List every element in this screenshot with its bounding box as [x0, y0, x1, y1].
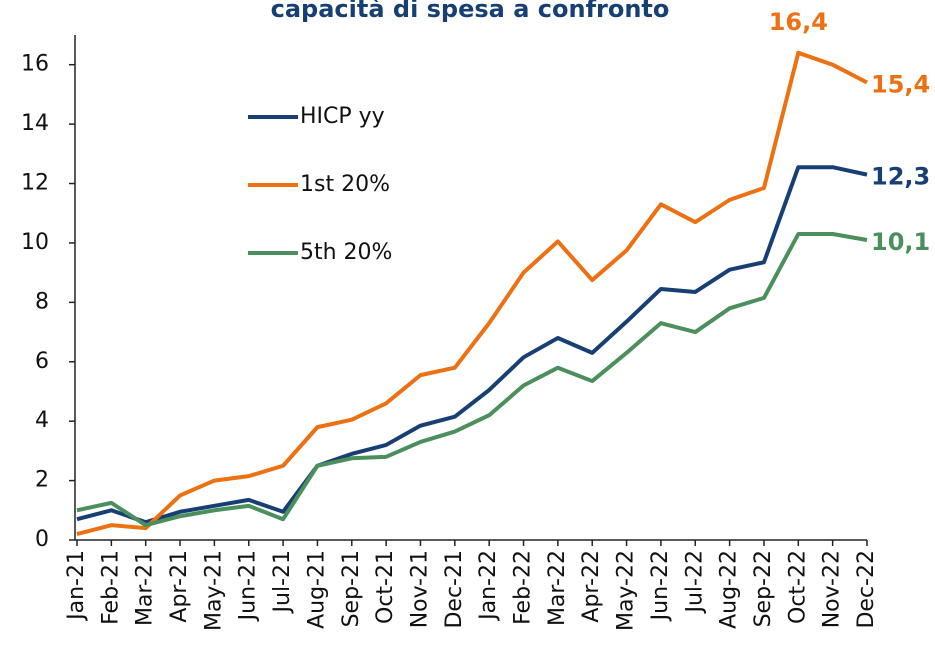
legend-label: 1st 20% — [300, 172, 390, 197]
x-tick-label: Apr-22 — [579, 550, 604, 623]
x-tick-label: Oct-22 — [785, 550, 810, 624]
data-label: 10,1 — [871, 228, 930, 256]
y-tick-label: 14 — [21, 111, 49, 136]
series-line — [76, 165, 868, 525]
y-tick-label: 0 — [35, 527, 49, 552]
series-line — [76, 232, 868, 528]
y-tick-label: 16 — [21, 52, 49, 77]
series-line — [76, 50, 868, 536]
x-tick-label: Nov-21 — [407, 550, 432, 628]
x-tick-label: Sep-21 — [339, 550, 364, 627]
data-label: 16,4 — [769, 8, 828, 36]
data-label: 15,4 — [871, 71, 930, 99]
x-tick-label: Oct-21 — [373, 550, 398, 624]
x-tick-label: Feb-21 — [98, 550, 123, 625]
x-tick-label: Dec-22 — [854, 550, 879, 629]
y-tick-label: 12 — [21, 171, 49, 196]
legend-label: 5th 20% — [300, 240, 392, 265]
x-tick-label: Mar-22 — [545, 550, 570, 626]
x-tick-label: Jul-22 — [682, 550, 707, 614]
data-label: 12,3 — [871, 163, 930, 191]
x-tick-label: Dec-21 — [442, 550, 467, 629]
x-tick-label: Jan-22 — [476, 550, 501, 622]
chart-title: capacità di spesa a confronto — [271, 0, 670, 23]
x-tick-label: Sep-22 — [751, 550, 776, 627]
x-tick-label: Apr-21 — [167, 550, 192, 623]
x-tick-label: May-21 — [201, 550, 226, 631]
x-tick-label: May-22 — [614, 550, 639, 631]
x-tick-label: Nov-22 — [820, 550, 845, 628]
y-tick-label: 4 — [35, 408, 49, 433]
y-tick-label: 2 — [35, 468, 49, 493]
x-tick-label: Feb-22 — [511, 550, 536, 625]
x-tick-label: Aug-22 — [717, 550, 742, 629]
y-tick-label: 6 — [35, 349, 49, 374]
legend-label: HICP yy — [300, 104, 385, 129]
x-tick-label: Mar-21 — [133, 550, 158, 626]
y-tick-label: 10 — [21, 230, 49, 255]
x-tick-label: Jan-21 — [64, 550, 89, 622]
x-tick-label: Aug-21 — [304, 550, 329, 629]
x-tick-label: Jun-21 — [236, 550, 261, 622]
y-tick-label: 8 — [35, 289, 49, 314]
x-tick-label: Jul-21 — [270, 550, 295, 614]
x-tick-label: Jun-22 — [648, 550, 673, 622]
